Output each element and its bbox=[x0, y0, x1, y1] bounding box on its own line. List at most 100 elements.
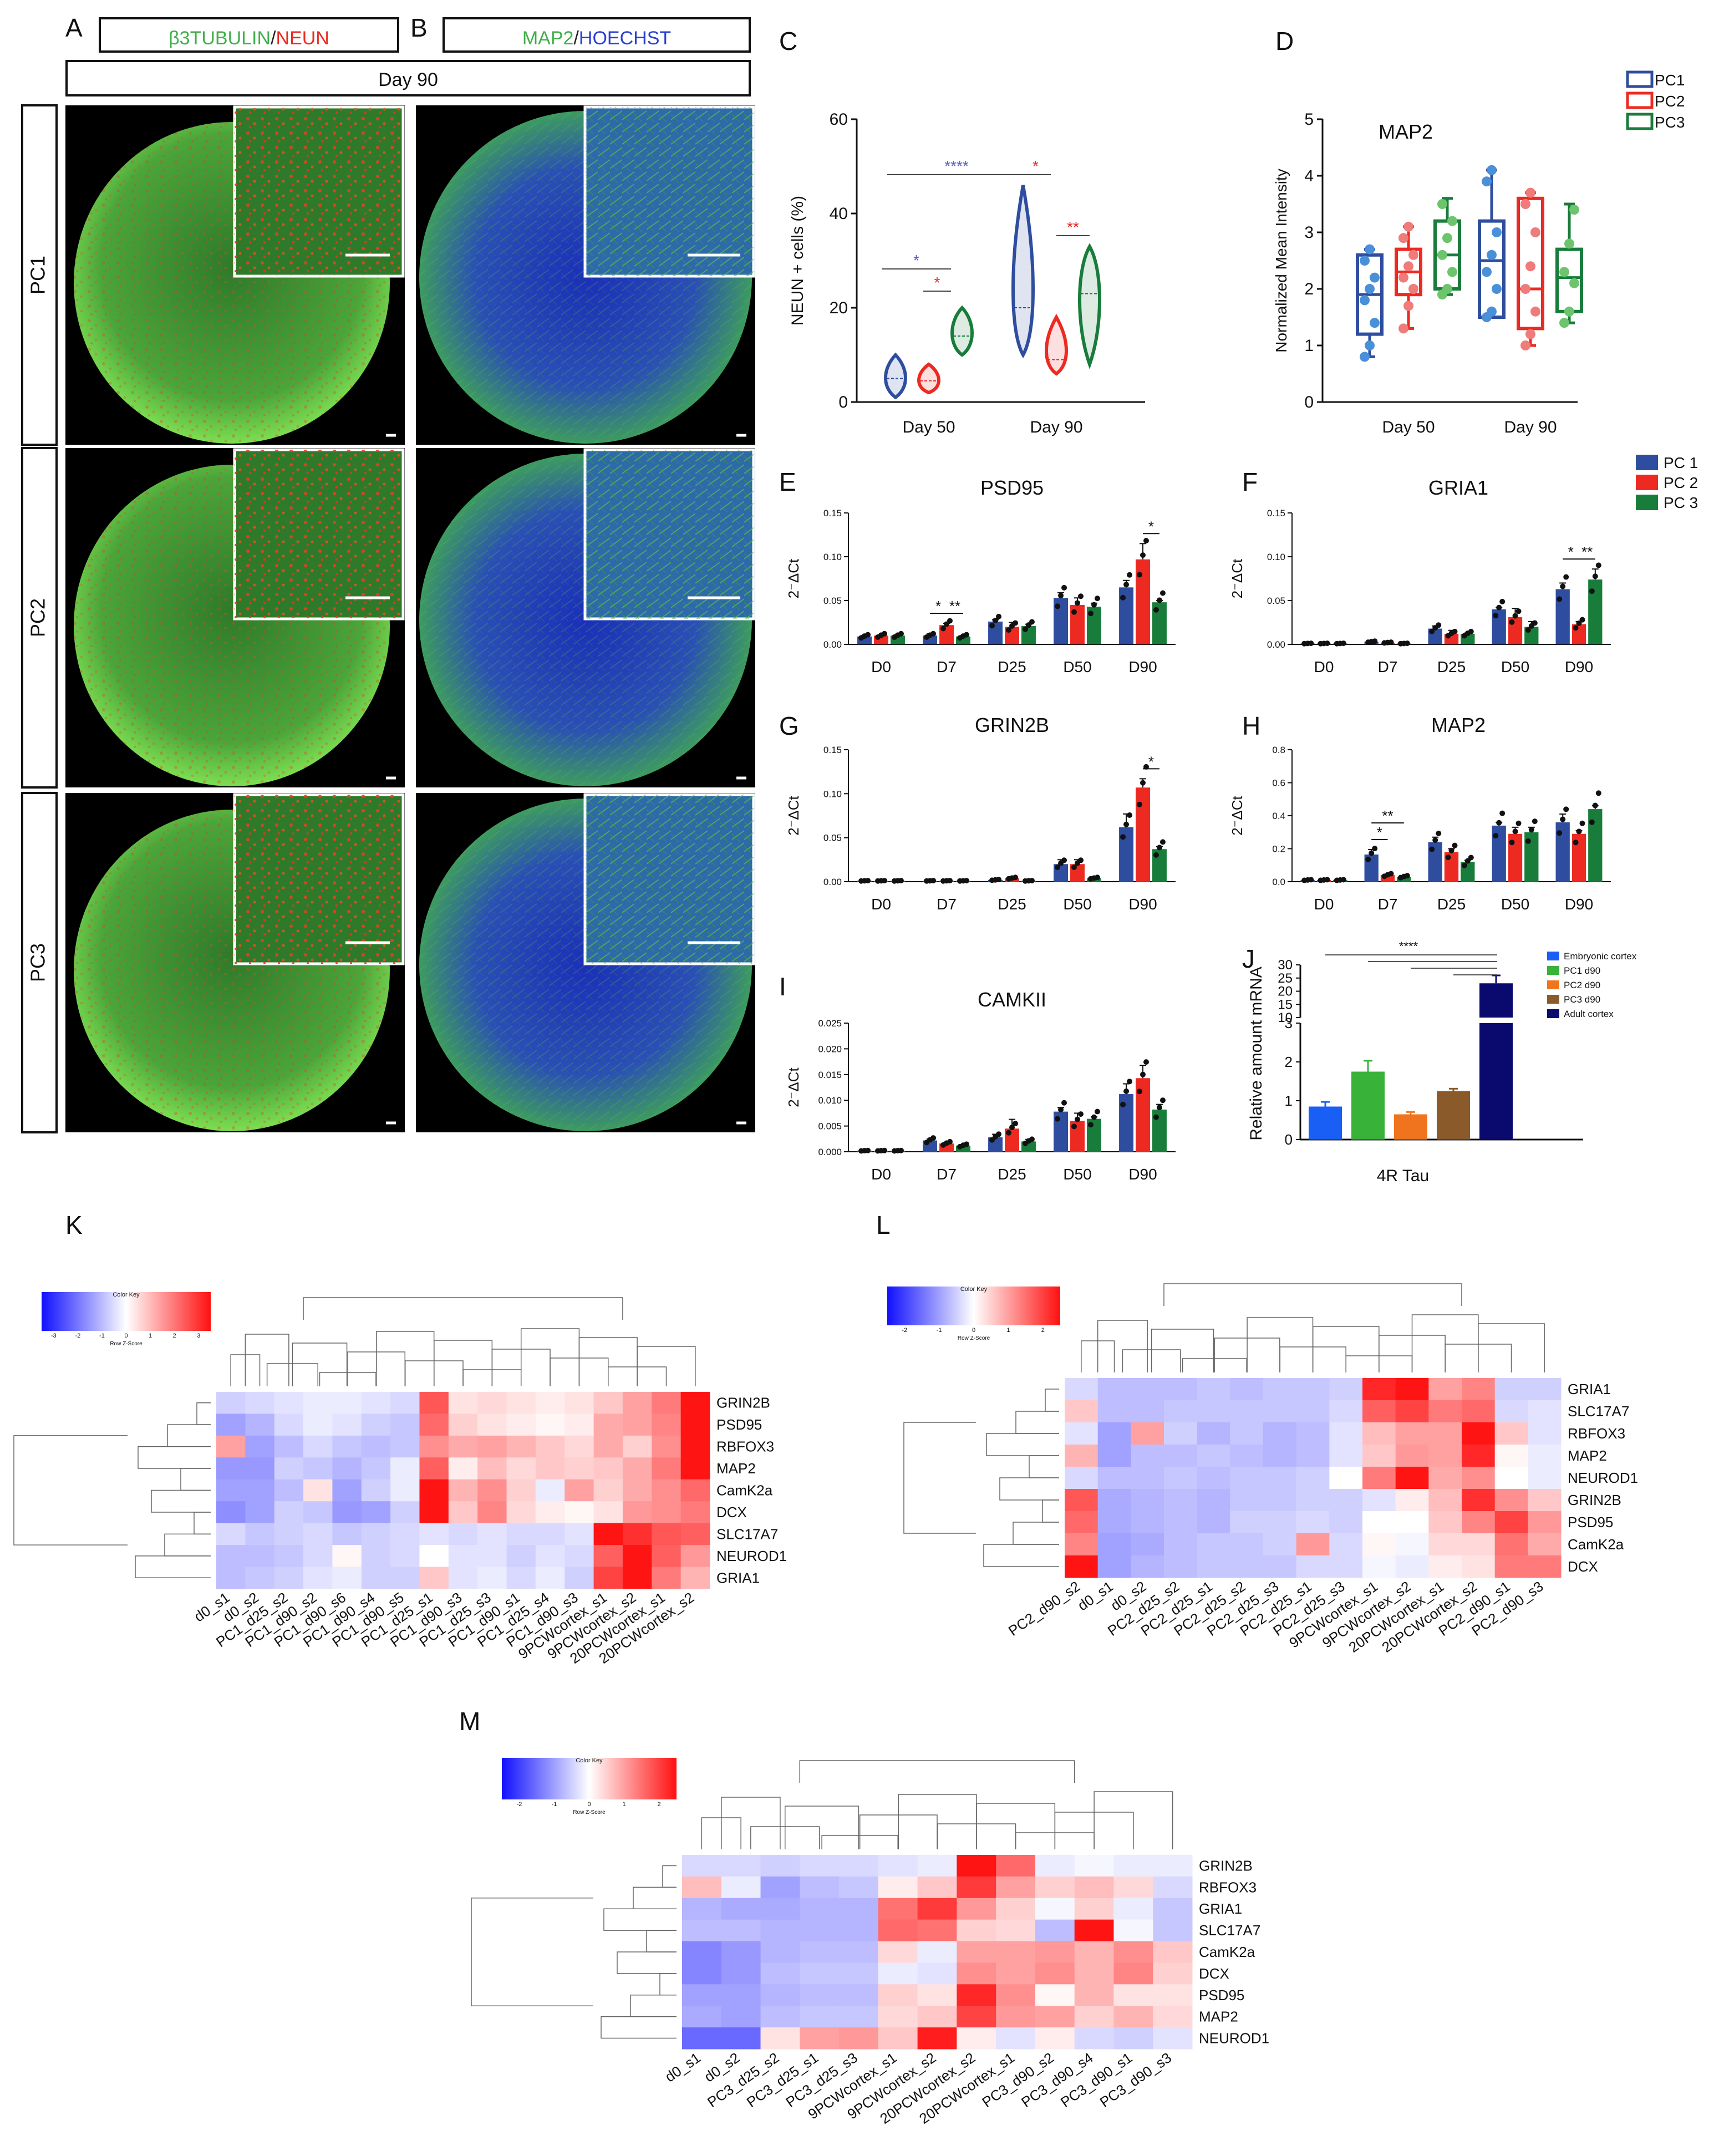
heat-cell bbox=[1097, 1511, 1131, 1534]
heat-cell bbox=[682, 1984, 722, 2006]
heat-cell bbox=[839, 2027, 879, 2050]
data-point bbox=[1075, 600, 1080, 606]
heat-cell bbox=[1494, 1555, 1528, 1578]
heat-cell bbox=[245, 1523, 275, 1545]
heat-cell bbox=[361, 1392, 391, 1414]
heat-cell bbox=[1296, 1467, 1330, 1489]
heat-cell bbox=[760, 1876, 800, 1899]
data-point bbox=[947, 618, 953, 624]
heat-cell bbox=[1395, 1400, 1429, 1423]
box-point bbox=[1447, 267, 1457, 277]
data-point bbox=[1006, 1130, 1011, 1136]
microscopy-grid bbox=[65, 105, 755, 1132]
y-tick-label: 25 bbox=[1278, 971, 1293, 986]
heat-cell bbox=[652, 1479, 682, 1502]
heat-cell bbox=[564, 1479, 594, 1502]
x-tick-label: D7 bbox=[1378, 896, 1398, 913]
header-b-marker-2: HOECHST bbox=[579, 28, 671, 49]
data-point bbox=[1071, 1123, 1077, 1130]
heat-cell bbox=[390, 1457, 420, 1480]
heat-cell bbox=[1494, 1400, 1528, 1423]
data-point bbox=[947, 1138, 953, 1145]
heat-cell bbox=[1494, 1467, 1528, 1489]
violin-pc1 bbox=[884, 352, 907, 400]
heat-cell bbox=[593, 1435, 623, 1458]
y-axis-label: 2⁻ΔCt bbox=[785, 795, 802, 835]
heat-cell bbox=[1528, 1445, 1562, 1467]
sig-label: * bbox=[1377, 824, 1382, 841]
data-point bbox=[1137, 1089, 1142, 1095]
heat-cell bbox=[593, 1457, 623, 1480]
heat-cell bbox=[1263, 1445, 1297, 1467]
data-point bbox=[1525, 627, 1531, 633]
col-dendrogram bbox=[292, 1343, 348, 1386]
heat-cell bbox=[622, 1545, 652, 1568]
box-point bbox=[1408, 250, 1418, 260]
inset-b-fibers bbox=[585, 795, 754, 964]
data-point bbox=[1436, 830, 1442, 836]
heat-cell bbox=[1131, 1400, 1164, 1423]
heat-cell bbox=[917, 1984, 957, 2006]
color-key-tick: -3 bbox=[51, 1333, 57, 1339]
header-a-sep: / bbox=[271, 28, 276, 49]
y-tick-label: 0.15 bbox=[823, 745, 842, 755]
row-label: PSD95 bbox=[1568, 1514, 1613, 1530]
panel-letter: J bbox=[1242, 944, 1255, 973]
row-label: RBFOX3 bbox=[1199, 1879, 1257, 1895]
heat-cell bbox=[760, 2006, 800, 2028]
legend-swatch bbox=[1547, 952, 1559, 960]
heat-cell bbox=[1164, 1445, 1198, 1467]
legend-label: PC3 bbox=[1655, 114, 1685, 131]
heat-cell bbox=[1462, 1378, 1496, 1401]
panel-letter: K bbox=[65, 1211, 83, 1239]
color-key-tick: -1 bbox=[552, 1801, 557, 1808]
heat-cell bbox=[1428, 1445, 1462, 1467]
heat-cell bbox=[1131, 1467, 1164, 1489]
col-label: PC2_d90_s2 bbox=[1005, 1578, 1083, 1639]
heat-cell bbox=[1395, 1422, 1429, 1445]
y-axis-label: NEUN + cells (%) bbox=[789, 196, 807, 326]
heat-cell bbox=[839, 1876, 879, 1899]
heat-cell bbox=[303, 1392, 333, 1414]
heat-cell bbox=[1296, 1489, 1330, 1512]
data-point bbox=[989, 623, 995, 629]
y-tick-label: 0.10 bbox=[1267, 552, 1285, 562]
color-key-tick: 2 bbox=[1041, 1327, 1045, 1334]
panel-letter: C bbox=[779, 27, 797, 55]
data-point bbox=[1573, 840, 1579, 846]
heat-cell bbox=[361, 1567, 391, 1589]
row-dendrogram bbox=[646, 1930, 677, 1952]
data-point bbox=[1557, 596, 1563, 602]
heat-cell bbox=[839, 1962, 879, 1985]
legend-label: PC1 d90 bbox=[1564, 965, 1600, 976]
heat-cell bbox=[760, 1855, 800, 1877]
box-point bbox=[1398, 272, 1408, 283]
data-point bbox=[1560, 583, 1566, 589]
data-point bbox=[1058, 593, 1064, 599]
heat-cell bbox=[593, 1523, 623, 1545]
box-point bbox=[1403, 301, 1413, 311]
heat-cell bbox=[1074, 1898, 1114, 1920]
heat-cell bbox=[622, 1523, 652, 1545]
box-point bbox=[1564, 306, 1574, 317]
heat-cell bbox=[1462, 1555, 1496, 1578]
heat-cell bbox=[245, 1567, 275, 1589]
heat-cell bbox=[1097, 1533, 1131, 1556]
chart-title: MAP2 bbox=[1379, 120, 1433, 143]
heat-cell bbox=[1362, 1467, 1396, 1489]
chart-title: CAMKII bbox=[978, 988, 1046, 1011]
row-label: PSD95 bbox=[1199, 1987, 1244, 2004]
panel-letter: G bbox=[779, 711, 799, 740]
heat-cell bbox=[1131, 1511, 1164, 1534]
row-label-box bbox=[21, 104, 58, 446]
box-point bbox=[1492, 284, 1502, 294]
row-label: GRIN2B bbox=[1199, 1857, 1253, 1874]
heat-cell bbox=[477, 1457, 507, 1480]
data-point bbox=[1324, 877, 1330, 883]
chart-i-camkii: I CAMKII 0.000 0.005 0.010 0.015 0.020 0.025 2⁻Δ… bbox=[779, 972, 1176, 1183]
box-point bbox=[1360, 295, 1370, 306]
x-tick-label: D7 bbox=[937, 896, 957, 913]
color-key-tick: 1 bbox=[622, 1801, 625, 1808]
row-dendrogram bbox=[138, 1446, 211, 1469]
heat-cell bbox=[721, 1876, 761, 1899]
